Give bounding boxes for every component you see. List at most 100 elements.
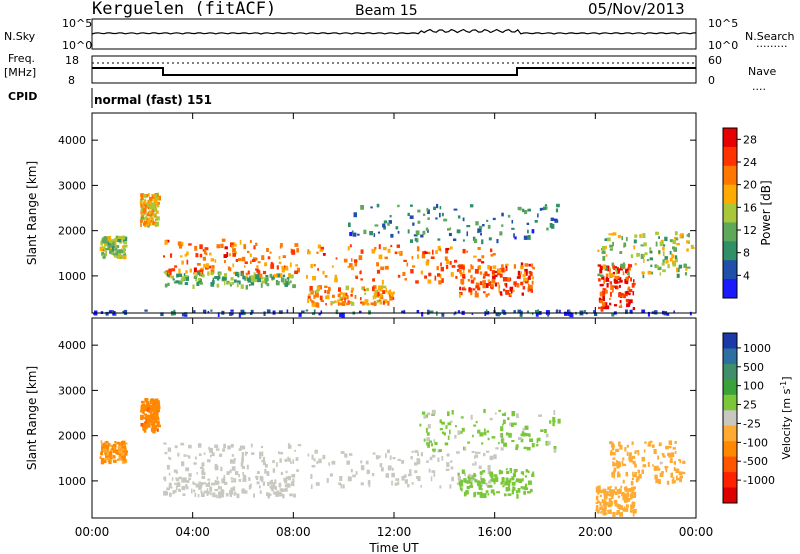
data-cell — [117, 458, 120, 461]
data-cell — [407, 212, 410, 216]
data-cell — [456, 451, 460, 454]
colorbar-tick-label: 8 — [743, 247, 750, 260]
data-cell — [498, 469, 502, 475]
data-cell — [520, 433, 524, 436]
data-cell — [219, 453, 223, 457]
data-cell — [420, 485, 422, 488]
data-cell — [397, 458, 401, 461]
data-cell — [250, 281, 255, 286]
data-cell — [422, 251, 425, 256]
data-cell — [474, 292, 479, 298]
data-cell — [349, 232, 353, 237]
data-cell — [360, 278, 363, 281]
data-cell — [373, 248, 376, 252]
data-cell — [502, 485, 505, 488]
data-cell — [479, 271, 483, 275]
data-cell — [189, 268, 192, 273]
data-cell — [617, 504, 621, 509]
data-cell — [114, 238, 118, 242]
data-cell — [649, 257, 653, 261]
data-cell — [669, 250, 672, 255]
data-cell — [242, 275, 246, 280]
data-cell — [228, 253, 231, 257]
data-cell — [447, 411, 450, 417]
data-cell — [109, 444, 113, 447]
data-cell — [457, 264, 461, 268]
nsky-top-tick: 10^5 — [62, 17, 92, 30]
data-cell — [198, 278, 201, 281]
data-cell — [154, 404, 158, 409]
data-cell — [175, 471, 178, 474]
data-cell — [453, 312, 456, 316]
data-cell — [395, 478, 400, 481]
data-cell — [112, 246, 115, 251]
data-cell — [347, 300, 350, 306]
data-cell — [255, 274, 259, 280]
data-cell — [624, 489, 627, 492]
data-cell — [523, 277, 527, 283]
data-cell — [466, 250, 469, 253]
data-cell — [209, 447, 213, 453]
data-cell — [597, 500, 600, 504]
data-cell — [427, 309, 430, 315]
data-cell — [151, 202, 155, 206]
data-cell — [225, 493, 229, 497]
data-cell — [440, 266, 444, 272]
data-cell — [155, 210, 159, 214]
data-cell — [179, 255, 183, 258]
data-cell — [108, 451, 112, 454]
data-cell — [186, 454, 188, 457]
data-cell — [480, 478, 485, 483]
data-cell — [226, 252, 229, 257]
data-cell — [118, 254, 122, 258]
data-cell — [108, 460, 112, 465]
data-cell — [152, 404, 156, 409]
data-cell — [445, 264, 449, 269]
data-cell — [523, 446, 527, 450]
data-cell — [286, 483, 291, 488]
data-cell — [353, 212, 357, 218]
data-cell — [507, 487, 511, 491]
data-cell — [122, 310, 125, 314]
data-cell — [484, 311, 487, 316]
data-cell — [661, 453, 665, 456]
data-cell — [609, 267, 611, 271]
data-cell — [494, 274, 498, 277]
data-cell — [632, 509, 637, 514]
data-cell — [171, 268, 176, 272]
data-cell — [123, 255, 127, 260]
data-cell — [314, 290, 317, 294]
data-cell — [513, 233, 515, 238]
data-cell — [667, 264, 670, 269]
data-cell — [611, 446, 615, 451]
data-cell — [374, 246, 377, 250]
data-cell — [689, 311, 692, 316]
colorbar-tick-label: 28 — [743, 133, 757, 146]
data-cell — [431, 470, 436, 473]
data-cell — [373, 292, 377, 297]
data-cell — [421, 312, 424, 317]
data-cell — [554, 219, 559, 223]
data-cell — [145, 423, 148, 427]
data-cell — [105, 243, 108, 247]
data-cell — [502, 423, 504, 426]
data-cell — [427, 412, 431, 416]
data-cell — [335, 309, 339, 315]
data-cell — [625, 471, 629, 477]
data-cell — [341, 312, 345, 318]
data-cell — [505, 266, 508, 271]
data-cell — [477, 451, 481, 454]
data-cell — [208, 481, 211, 487]
data-cell — [273, 274, 278, 278]
data-cell — [521, 431, 525, 436]
data-cell — [383, 220, 388, 224]
data-cell — [253, 493, 255, 498]
data-cell — [203, 452, 206, 455]
data-cell — [599, 291, 603, 297]
colorbar-tick-label: 100 — [743, 380, 764, 393]
data-cell — [144, 409, 147, 412]
data-cell — [109, 454, 113, 460]
data-cell — [531, 263, 534, 268]
data-cell — [469, 474, 474, 478]
